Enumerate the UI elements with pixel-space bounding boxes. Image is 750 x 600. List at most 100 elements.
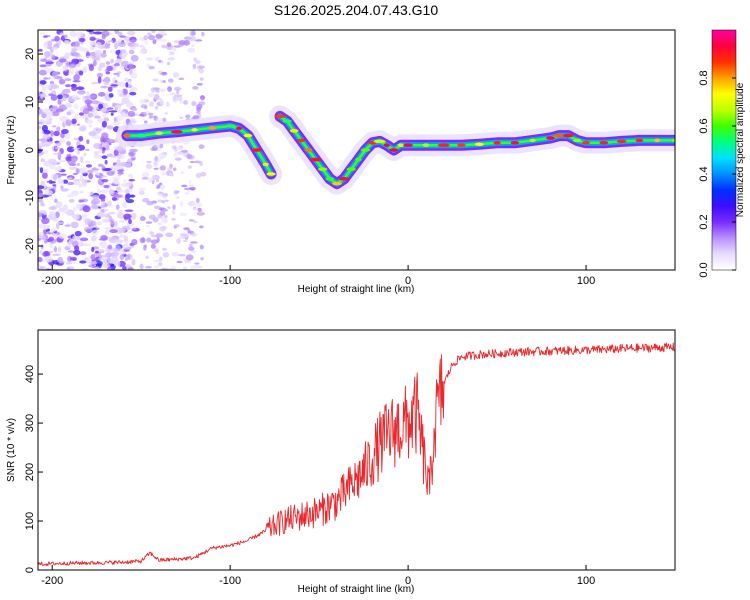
noise-blob	[54, 203, 60, 209]
ridge-branch-peak	[474, 142, 484, 147]
noise-blob	[145, 57, 154, 61]
noise-blob	[188, 246, 195, 251]
noise-blob	[61, 128, 69, 134]
noise-blob	[185, 254, 194, 261]
noise-blob	[141, 176, 149, 180]
noise-blob	[106, 125, 114, 130]
noise-blob	[157, 199, 164, 203]
noise-blob	[106, 171, 115, 176]
noise-blob	[129, 148, 139, 152]
noise-blob	[161, 44, 167, 49]
noise-blob	[38, 216, 41, 221]
ridge-branch-peak	[635, 138, 644, 143]
ridge-peak	[251, 148, 262, 152]
noise-blob	[108, 237, 117, 243]
noise-blob	[102, 50, 107, 54]
ridge-branch-peak	[289, 129, 299, 133]
noise-blob	[118, 41, 126, 48]
noise-blob	[93, 154, 102, 159]
noise-blob	[74, 113, 79, 121]
noise-blob	[150, 239, 159, 245]
ridge-branch-peak	[599, 141, 609, 145]
noise-blob	[79, 237, 89, 242]
noise-blob	[53, 246, 58, 253]
noise-blob	[88, 172, 94, 180]
noise-blob	[79, 115, 88, 119]
noise-blob	[194, 262, 200, 265]
y-tick-label: 300	[24, 414, 36, 432]
noise-blob	[122, 266, 127, 270]
noise-blob	[116, 212, 125, 219]
noise-blob	[90, 81, 100, 85]
noise-blob	[50, 181, 56, 184]
noise-blob	[88, 41, 95, 46]
noise-blob	[82, 243, 92, 246]
noise-blob	[82, 205, 91, 213]
noise-blob	[162, 117, 167, 123]
noise-blob	[146, 201, 154, 206]
noise-blob	[114, 194, 124, 199]
ridge-branch-peak	[654, 138, 661, 143]
noise-blob	[201, 31, 205, 37]
noise-blob	[188, 219, 195, 222]
noise-blob	[148, 115, 153, 119]
noise-blob	[51, 54, 56, 61]
noise-blob	[183, 227, 190, 231]
ridge-peak	[135, 133, 147, 138]
noise-blob	[91, 108, 98, 116]
noise-blob	[74, 230, 82, 237]
ridge-branch-peak	[389, 148, 399, 152]
noise-blob	[154, 97, 162, 101]
noise-blob	[118, 81, 126, 88]
noise-blob	[149, 101, 155, 107]
noise-blob	[73, 179, 81, 182]
noise-blob	[102, 168, 111, 172]
ridge-peak	[266, 172, 276, 176]
noise-blob	[57, 160, 67, 163]
noise-blob	[125, 94, 131, 99]
noise-blob	[93, 142, 102, 150]
noise-blob	[68, 163, 77, 166]
noise-blob	[120, 102, 124, 106]
noise-blob	[110, 155, 117, 159]
noise-blob	[116, 73, 120, 77]
noise-blob	[116, 159, 121, 167]
noise-blob	[199, 244, 204, 250]
noise-blob	[193, 220, 198, 223]
x-tick-label: -200	[41, 275, 63, 287]
noise-blob	[175, 196, 180, 199]
noise-blob	[193, 57, 197, 62]
noise-blob	[142, 197, 150, 203]
noise-blob	[164, 199, 169, 202]
noise-blob	[126, 221, 134, 227]
noise-blob	[172, 204, 176, 210]
noise-blob	[196, 104, 203, 110]
noise-blob	[145, 237, 152, 243]
noise-blob	[200, 257, 204, 261]
noise-blob	[38, 138, 47, 142]
noise-blob	[84, 99, 93, 105]
noise-blob	[101, 30, 110, 37]
noise-blob	[51, 71, 59, 78]
noise-blob	[55, 108, 64, 113]
ridge-branch-peak	[338, 177, 350, 181]
noise-blob	[64, 224, 71, 227]
ridge-peak	[191, 128, 198, 132]
noise-blob	[147, 34, 156, 41]
noise-blob	[49, 80, 55, 85]
noise-blob	[173, 190, 179, 195]
noise-blob	[131, 227, 137, 230]
noise-blob	[176, 89, 180, 95]
noise-blob	[138, 190, 145, 196]
noise-blob	[178, 253, 186, 257]
noise-blob	[187, 201, 196, 207]
noise-blob	[76, 86, 85, 91]
noise-blob	[167, 78, 174, 83]
noise-blob	[114, 30, 120, 35]
noise-blob	[108, 40, 114, 43]
noise-blob	[71, 190, 79, 196]
noise-blob	[108, 189, 115, 196]
noise-blob	[59, 32, 65, 36]
noise-blob	[171, 145, 177, 150]
noise-blob	[145, 163, 153, 170]
